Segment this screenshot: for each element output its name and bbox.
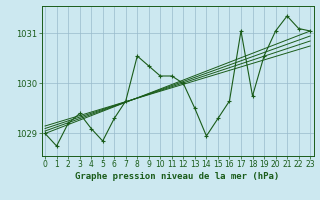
X-axis label: Graphe pression niveau de la mer (hPa): Graphe pression niveau de la mer (hPa) <box>76 172 280 181</box>
